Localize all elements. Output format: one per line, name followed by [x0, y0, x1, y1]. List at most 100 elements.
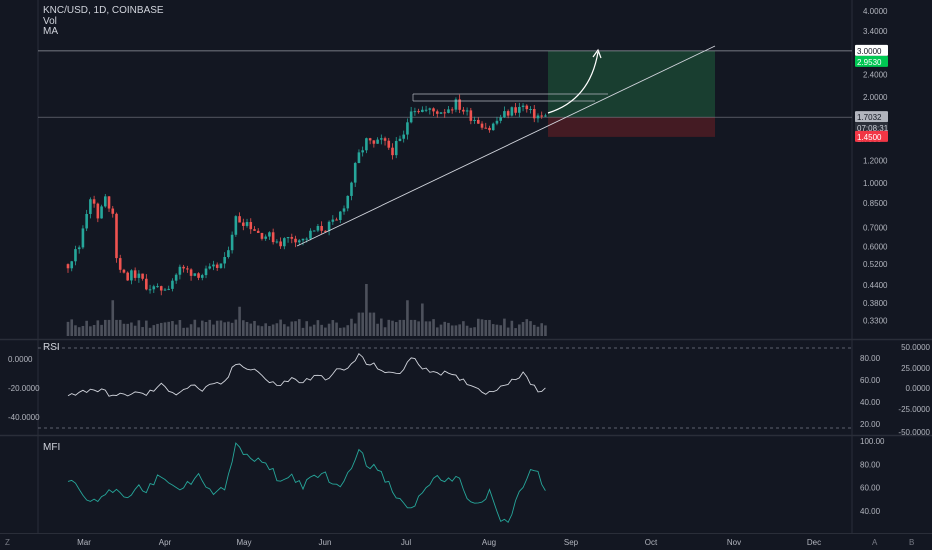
volume-bar: [253, 320, 256, 336]
candle: [100, 204, 103, 219]
time-tick-label: Oct: [645, 538, 658, 547]
candle: [182, 264, 185, 273]
candle: [223, 252, 226, 269]
volume-bar: [104, 319, 107, 336]
volume-bar: [447, 322, 450, 336]
candle: [365, 137, 368, 154]
volume-bar: [141, 327, 144, 336]
candle: [104, 193, 107, 208]
volume-bar: [432, 319, 435, 336]
mfi-tick: 80.00: [860, 460, 881, 469]
volume-bar: [66, 321, 70, 336]
time-tick-label: Aug: [482, 538, 496, 547]
candle-body: [398, 138, 402, 141]
candle: [506, 109, 510, 119]
candle: [245, 218, 249, 228]
candle: [447, 106, 450, 114]
candle-body: [290, 237, 294, 239]
volume-bar: [532, 324, 536, 336]
candle-body: [193, 273, 197, 276]
volume-bar: [74, 325, 77, 336]
rsi-far-tick: 25.0000: [901, 364, 930, 373]
volume-bar: [219, 320, 223, 336]
rsi-left-tick: 0.0000: [8, 355, 33, 364]
candle-body: [439, 112, 443, 114]
candle: [376, 137, 379, 144]
volume-bar: [197, 327, 200, 336]
candle-body: [447, 109, 450, 113]
candle-body: [159, 286, 163, 291]
volume-bar: [297, 319, 301, 336]
candle-body: [469, 110, 473, 121]
volume-bar: [350, 318, 353, 336]
volume-bar: [331, 320, 335, 336]
volume-bar: [230, 322, 234, 336]
stop-loss-zone: [548, 117, 715, 137]
auto-scale-button[interactable]: A: [872, 538, 878, 547]
ma-legend[interactable]: MA: [43, 26, 58, 37]
candle-body: [394, 140, 398, 156]
volume-bar: [398, 319, 402, 336]
volume-bar: [178, 320, 182, 336]
candle: [286, 236, 290, 243]
volume-bar: [413, 319, 417, 336]
volume-bar: [171, 321, 174, 336]
rsi-right-tick: 60.00: [860, 376, 881, 385]
candle: [387, 137, 391, 150]
candle-body: [92, 199, 96, 204]
candle-body: [115, 213, 118, 259]
volume-bar: [283, 324, 286, 336]
timezone-button[interactable]: Z: [5, 538, 10, 547]
volume-bar: [182, 327, 185, 336]
candle: [353, 161, 357, 187]
rsi-legend[interactable]: RSI: [43, 342, 60, 353]
volume-bar: [439, 324, 443, 336]
price-tick-label: 1.2000: [863, 156, 888, 165]
candle: [208, 263, 212, 270]
candle-body: [473, 119, 476, 121]
candle: [331, 215, 335, 225]
candle-body: [428, 108, 432, 110]
candle-body: [335, 219, 338, 221]
candle: [391, 143, 394, 160]
candle-body: [387, 140, 391, 148]
volume-bar: [409, 319, 413, 336]
volume-bar: [137, 320, 141, 336]
candle-body: [286, 237, 290, 239]
volume-bar: [130, 322, 133, 336]
volume-bar: [204, 321, 208, 336]
last-price-badge: 1.7032: [857, 113, 882, 122]
profit-zone: [548, 50, 715, 118]
candle: [488, 125, 491, 133]
candle-body: [432, 108, 435, 112]
volume-bar: [417, 321, 420, 336]
candle-body: [215, 264, 219, 268]
rsi-far-tick: 0.0000: [906, 384, 931, 393]
volume-bar: [268, 326, 271, 336]
time-tick-label: May: [236, 538, 251, 547]
candle-body: [96, 203, 100, 219]
candle-body: [357, 152, 361, 164]
candle-body: [275, 241, 279, 243]
log-scale-button[interactable]: B: [909, 538, 915, 547]
mfi-legend[interactable]: MFI: [43, 442, 61, 453]
candle-body: [279, 241, 282, 247]
rsi-right-tick: 40.00: [860, 398, 881, 407]
candle: [70, 260, 74, 272]
candle: [421, 106, 424, 113]
target-sub-badge: 2.9530: [857, 58, 882, 67]
candle-body: [249, 222, 253, 230]
candle: [532, 104, 536, 123]
volume-bar: [529, 321, 532, 336]
volume-bar: [376, 323, 379, 336]
candle: [398, 135, 402, 142]
volume-bar: [473, 327, 476, 336]
candle: [413, 107, 417, 116]
price-tick-label: 0.3800: [863, 299, 888, 308]
volume-bar: [70, 319, 74, 336]
vol-legend[interactable]: Vol: [43, 16, 57, 27]
target-price-badge: 3.0000: [857, 47, 882, 56]
volume-bar: [249, 323, 253, 336]
candle: [81, 225, 85, 250]
